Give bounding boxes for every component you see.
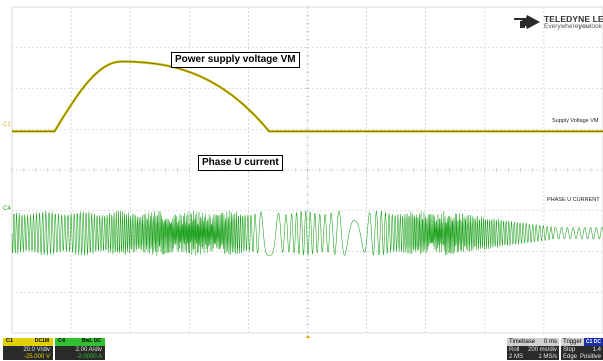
c1-coupling: DC1M [34,338,49,344]
timebase-scale: 200 ms/div [527,347,557,353]
timebase-descriptor-box[interactable]: Timebase 0 ms Roll 200 ms/div 2 MS 1 MS/… [507,338,559,360]
trigger-header: Trigger C1 DC [561,338,603,346]
phase-u-current-label: Phase U current [198,155,283,171]
phase-u-current-trace [11,210,603,256]
trigger-title: Trigger [563,339,582,345]
brand-tagline: Everywhereyoulook [544,23,602,30]
c4-trace-tag: PHASE U CURRENT [547,197,600,203]
status-bar: C1 DC1M 20.0 V/div -25.000 V C4 BwL DC 2… [0,338,603,360]
logo-arrow-icon [514,15,540,29]
c1-badge: C1 [6,338,14,344]
trigger-level: 1.4 [592,347,601,353]
c4-offset-marker[interactable]: C4 [3,206,11,212]
grid-lines [11,6,603,334]
c1-descriptor-box[interactable]: C1 DC1M 20.0 V/div -25.000 V [3,338,53,360]
c1-offset-marker[interactable]: C1 [3,122,11,128]
trigger-descriptor-box[interactable]: Trigger C1 DC Stop 1.4 Edge Positive [561,338,603,360]
c4-scale: 2.00 A/div [75,347,102,353]
timebase-header: Timebase 0 ms [507,338,559,346]
teledyne-lecroy-logo: TELEDYNE LECROY Everywhereyoulook [514,14,603,34]
c1-descriptor-header: C1 DC1M [3,338,53,346]
c1-scale: 20.0 V/div [23,347,50,353]
c1-trace-tag: Supply Voltage VM [552,118,599,124]
power-supply-voltage-label: Power supply voltage VM [171,52,300,68]
c4-badge: C4 [58,338,66,344]
brand-name: TELEDYNE LECROY [544,14,603,24]
timebase-samples: 2 MS [509,354,524,360]
trigger-slope: Positive [579,354,601,360]
supply-voltage-trace [12,60,603,133]
phase-current-waveform [11,210,603,256]
trigger-mode: Stop [563,347,576,353]
trigger-position-marker[interactable] [305,335,311,339]
timebase-mode: Roll [509,347,520,353]
trigger-type: Edge [563,354,578,360]
c4-coupling: BwL DC [81,338,101,344]
timebase-delay: 0 ms [543,339,557,345]
supply-voltage-waveform-core [12,61,603,132]
trigger-source-badge: C1 DC [583,338,603,346]
c4-descriptor-header: C4 BwL DC [55,338,105,346]
c4-descriptor-box[interactable]: C4 BwL DC 2.00 A/div -2.0000 A [55,338,105,360]
c4-offset: -2.0000 A [76,354,102,360]
timebase-rate: 1 MS/s [538,354,557,360]
c1-offset: -25.000 V [23,354,50,360]
timebase-title: Timebase [509,339,536,345]
